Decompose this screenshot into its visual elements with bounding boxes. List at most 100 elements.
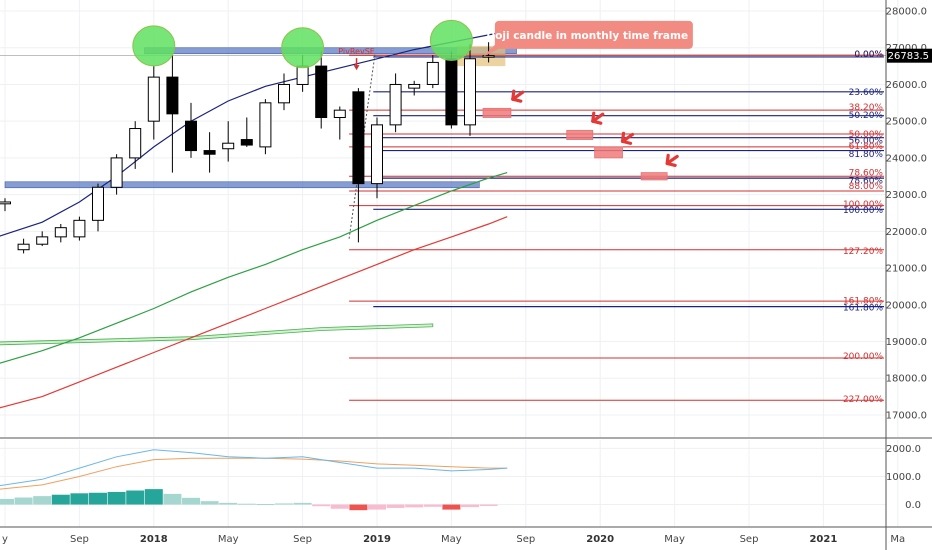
histogram-bar [256,503,275,505]
pivot-marker: PivRevSE [338,47,375,71]
candle[interactable] [54,224,67,243]
candle[interactable] [426,55,439,89]
histogram-bar [330,504,349,509]
indicator-tick-label: 0.0 [905,500,921,511]
highlight-circle [429,19,473,61]
annotation-box [494,20,693,49]
candle-body [315,65,328,119]
candle[interactable] [166,55,179,173]
candle[interactable] [352,88,365,243]
candle[interactable] [147,66,160,140]
candle[interactable] [203,132,216,173]
candle[interactable] [0,198,11,212]
arrow-head [665,153,677,168]
time-tick-label: 2021 [809,534,837,545]
candle[interactable] [445,51,458,129]
candle[interactable] [73,216,86,241]
price-tick-label: 18000.0 [886,374,927,385]
histogram-bar [423,504,442,507]
fib-label: 161.80% [843,296,883,306]
candle-body [371,124,383,185]
candle[interactable] [185,102,197,158]
candle-body [110,157,123,188]
price-tick-label: 17000.0 [886,410,927,421]
fib-label: 23.60% [849,88,884,98]
price-tick-label: 25000.0 [886,117,927,128]
target-zone-box [594,146,623,159]
current-price-value: 26783.5 [888,51,929,62]
candle[interactable] [129,121,142,169]
candle[interactable] [464,44,476,136]
moving-average-line [0,216,508,409]
fib-label: 50.20% [849,111,884,121]
indicator-tick-label: 1000.0 [886,472,921,483]
histogram-bar [144,489,163,505]
candle[interactable] [240,117,253,147]
fib-label: 78.60% [849,169,884,179]
pivot-label: PivRevSE [338,47,375,56]
fib-label: 0.00% [854,50,883,60]
fib-label: 78.60% [849,177,884,187]
histogram-bar [51,494,70,505]
target-zone-box [482,107,512,118]
histogram-bar [182,497,200,505]
time-tick-label: Sep [70,534,89,545]
candle[interactable] [92,183,104,232]
price-tick-label: 22000.0 [886,227,927,238]
fib-label: 88.00% [849,182,884,192]
pivot-arrow-head [353,65,360,71]
candle[interactable] [259,99,272,155]
candle[interactable] [389,73,402,133]
fib-label: 200.00% [843,352,883,362]
moving-average-line [0,172,508,364]
histogram-bar [368,504,386,510]
red-arrow-icon [620,131,635,145]
arrow-head [511,89,523,103]
time-tick-label: May [664,534,685,545]
histogram-bar [461,504,479,508]
arrow-head [620,131,633,145]
candle-body [222,142,235,150]
mid-support-zone [4,181,480,189]
candle-body [259,102,272,148]
price-tick-label: 28000.0 [886,7,927,18]
fib-label: 227.00% [843,395,883,405]
candle-body [445,58,458,126]
candle[interactable] [408,80,421,96]
fib-label: 38.20% [849,103,884,113]
candle-body [0,201,11,205]
fib-label: 0.00% [854,50,883,60]
signal-line [0,457,508,490]
candle[interactable] [315,51,328,129]
candle[interactable] [371,117,383,199]
fib-label: 127.20% [843,247,883,257]
histogram-bar [386,504,405,508]
histogram-bar [442,504,461,510]
annotation-text: Doji candle in monthly time frame !! [486,30,701,42]
fib-label: 50.00% [849,130,884,140]
price-tick-label: 19000.0 [886,337,927,348]
candle[interactable] [222,121,235,162]
histogram-bar [14,497,33,505]
highlight-circle [281,27,325,69]
histogram-bar [70,493,89,505]
candle[interactable] [278,73,290,111]
histogram-bar [275,503,293,505]
candle-body [278,83,290,104]
annotation-pointer [482,42,499,57]
histogram-bar [237,503,256,505]
price-tick-label: 23000.0 [886,190,927,201]
candle[interactable] [110,154,123,195]
candle[interactable] [36,231,49,247]
arrow-head [591,111,603,125]
ma200-band [0,323,434,346]
candle-body [92,186,104,221]
candle[interactable] [333,106,346,140]
candle-body [352,91,365,185]
time-tick-label: 2020 [586,534,614,545]
candle-body [333,109,346,119]
fib-label: 81.80% [849,150,884,160]
candle-body [36,236,49,245]
candle[interactable] [17,238,30,254]
